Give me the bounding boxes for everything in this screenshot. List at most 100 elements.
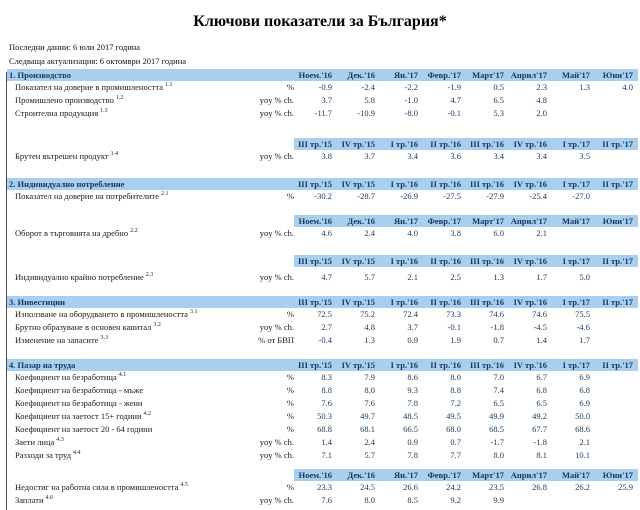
- column-header: Ян.'17: [393, 216, 418, 226]
- unit-cell: %: [286, 411, 294, 421]
- column-group: 3.7 5.8 -1.0 4.7 6.5 4.8: [294, 94, 638, 107]
- value-cell: 1.7: [579, 335, 590, 345]
- value-cell: [595, 321, 638, 334]
- value-cell: -1.8: [533, 437, 547, 447]
- value-cell: 68.1: [360, 424, 375, 434]
- indicator-row: Строителна продукция 1.3 yoy % ch. -11.7 -10…: [7, 107, 638, 120]
- row-spacer: [7, 347, 638, 359]
- value-cell: 5.7: [364, 272, 375, 282]
- row-spacer: [7, 203, 638, 215]
- indicator-row: Заплати 4.6 yoy % ch. 7.6 8.0 8.5 9.2 9.9: [7, 494, 638, 507]
- indicator-row: Брутно образуване в основен капитал 3.2 yo…: [7, 321, 638, 334]
- indicator-row: Разходи за труд 4.4 yoy % ch. 7.1 5.7 7.8 7.7 8…: [7, 449, 638, 462]
- value-cell: 6.8: [536, 385, 547, 395]
- column-group: III тр.'15 IV тр.'15 I тр.'16 II тр.'16 III …: [294, 359, 638, 371]
- value-cell: [595, 150, 638, 163]
- value-cell: 26.8: [532, 482, 547, 492]
- column-header: Май'17: [561, 216, 590, 226]
- footnote-ref: 4.5: [180, 482, 188, 489]
- indicator-row: Брутен вътрешен продукт 1.4 yoy % ch. 3.8 3.…: [7, 150, 638, 163]
- value-cell: [552, 494, 595, 507]
- value-cell: 4.8: [536, 95, 547, 105]
- period-header: Ноем.'16 Дек.'16 Ян.'17 Февр.'17 Март'17 Апри…: [294, 469, 638, 481]
- value-cell: 6.5: [493, 398, 504, 408]
- value-cell: -1.0: [404, 95, 418, 105]
- value-cell: 72.5: [317, 309, 332, 319]
- column-header: III тр.'15: [297, 179, 332, 189]
- value-cell: 75.5: [575, 309, 590, 319]
- value-cell: -25.4: [529, 191, 547, 201]
- section-title: 1. Производство: [9, 70, 71, 80]
- value-cell: 74.6: [532, 309, 547, 319]
- value-cell: 72.4: [403, 309, 418, 319]
- value-cell: -27.5: [443, 191, 461, 201]
- column-group: 68.8 68.1 66.5 68.0 68.5 67.7 68.6: [294, 423, 638, 436]
- value-cell: 7.9: [364, 372, 375, 382]
- column-header: Март'17: [472, 70, 504, 80]
- value-cell: 0.7: [493, 335, 504, 345]
- column-group: 4.7 5.7 2.1 2.5 1.3 1.7 5.0: [294, 271, 638, 284]
- value-cell: 2.1: [579, 437, 590, 447]
- indicator-row: Използване на оборудването в промишленос…: [7, 308, 638, 321]
- section-title: 4. Пазар на труда: [9, 360, 76, 370]
- value-cell: 25.9: [618, 482, 633, 492]
- column-group: 7.1 5.7 7.8 7.7 8.0 8.1 10.1: [294, 449, 638, 462]
- value-cell: 24.2: [446, 482, 461, 492]
- value-cell: 2.7: [321, 322, 332, 332]
- value-cell: [595, 449, 638, 462]
- footnote-ref: 1.1: [164, 82, 173, 89]
- value-cell: 5.7: [364, 450, 375, 460]
- footnote-ref: 2.1: [161, 191, 169, 198]
- section-header: 2. Индивидуално потребление III тр.'15 IV …: [7, 178, 638, 190]
- value-cell: -27.0: [572, 191, 590, 201]
- column-group: 3.8 3.7 3.4 3.6 3.4 3.4 3.5: [294, 150, 638, 163]
- column-header: Юни'17: [602, 216, 633, 226]
- value-cell: 3.8: [450, 228, 461, 238]
- section-title: 3. Инвестиции: [9, 297, 66, 307]
- section-title: 2. Индивидуално потребление: [9, 179, 125, 189]
- column-group: 4.6 2.4 4.0 3.8 6.0 2.1: [294, 227, 638, 240]
- value-cell: 6.0: [493, 228, 504, 238]
- column-group: Ноем.'16 Дек.'16 Ян.'17 Февр.'17 Март'17 Апри…: [294, 469, 638, 481]
- unit-cell: %: [286, 424, 294, 434]
- value-cell: 8.0: [493, 450, 504, 460]
- unit-cell: yoy % ch.: [259, 272, 294, 282]
- row-spacer: [7, 240, 638, 255]
- value-cell: 26.2: [575, 482, 590, 492]
- value-cell: 1.4: [536, 335, 547, 345]
- indicator-row: Показател на доверие в промишлеността 1.1…: [7, 81, 638, 94]
- column-group: III тр.'15 IV тр.'15 I тр.'16 II тр.'16 III …: [294, 178, 638, 190]
- indicator-label: Коефициент на безработица - жени: [15, 398, 143, 408]
- column-group: -30.2 -28.7 -26.9 -27.5 -27.9 -25.4 -27.0: [294, 190, 638, 203]
- column-header: II тр.'17: [602, 179, 633, 189]
- indicator-label: Индивидуално крайно потребление 2.3: [15, 272, 154, 282]
- document-page: Ключови показатели за България* Последни…: [0, 12, 640, 510]
- unit-cell: % от БВП: [258, 335, 294, 345]
- column-header: I тр.'17: [562, 139, 590, 149]
- value-cell: 7.8: [407, 450, 418, 460]
- value-cell: 8.0: [450, 372, 461, 382]
- value-cell: 7.7: [450, 450, 461, 460]
- value-cell: 4.6: [321, 228, 332, 238]
- value-cell: 5.3: [493, 108, 504, 118]
- column-group: 2.7 4.8 3.7 -0.1 -1.8 -4.5 -4.6: [294, 321, 638, 334]
- value-cell: 3.7: [407, 322, 418, 332]
- value-cell: 9.2: [450, 495, 461, 505]
- indicator-label: Разходи за труд 4.4: [15, 450, 81, 460]
- column-header: IV тр.'15: [341, 179, 375, 189]
- value-cell: 3.7: [364, 151, 375, 161]
- value-cell: 9.3: [407, 385, 418, 395]
- indicator-label: Строителна продукция 1.3: [15, 108, 108, 118]
- value-cell: [595, 334, 638, 347]
- row-spacer: [7, 284, 638, 296]
- value-cell: 68.0: [446, 424, 461, 434]
- value-cell: [595, 436, 638, 449]
- value-cell: 50.0: [575, 411, 590, 421]
- value-cell: -1.8: [490, 322, 504, 332]
- indicator-label: Заети лица 4.3: [15, 437, 64, 447]
- column-header: III тр.'16: [469, 139, 504, 149]
- column-group: III тр.'15 IV тр.'15 I тр.'16 II тр.'16 III …: [294, 255, 638, 267]
- indicator-row: Коефициент на заетост 20 - 64 години% 68.…: [7, 423, 638, 436]
- value-cell: 2.4: [364, 228, 375, 238]
- column-group: Ноем.'16 Дек.'16 Ян.'17 Февр.'17 Март'17 Апри…: [294, 215, 638, 227]
